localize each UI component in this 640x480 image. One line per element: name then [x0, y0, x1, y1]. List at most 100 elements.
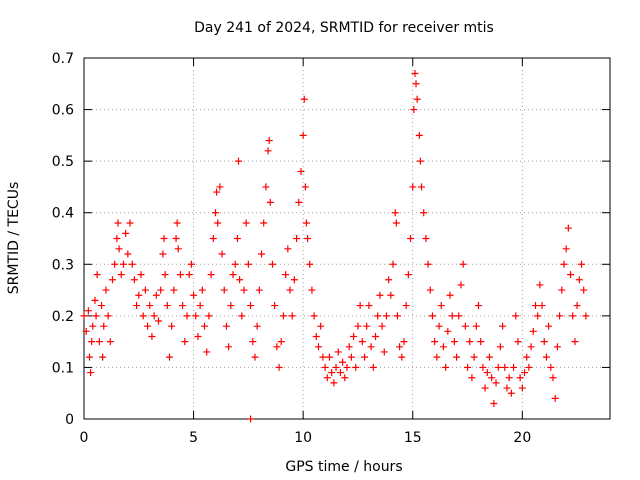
data-point: [418, 183, 426, 191]
data-point: [424, 260, 432, 268]
data-point: [485, 353, 493, 361]
axis-ticks: 0 0.1 0.2 0.3 0.4 0.5 0.6 0.7 0 5 10 15 20: [52, 51, 610, 446]
data-point: [165, 353, 173, 361]
data-point: [336, 369, 344, 377]
data-point: [130, 276, 138, 284]
data-point: [293, 235, 301, 242]
data-point: [161, 271, 169, 279]
data-point: [253, 322, 261, 330]
data-point: [181, 338, 189, 346]
data-point: [328, 369, 336, 377]
data-point: [510, 363, 518, 371]
data-point: [144, 322, 152, 330]
data-point: [468, 374, 476, 382]
data-point: [385, 276, 393, 284]
data-point: [531, 302, 539, 310]
data-point: [88, 338, 96, 346]
data-point: [549, 374, 557, 382]
data-point: [431, 338, 439, 346]
data-point: [538, 302, 546, 310]
data-point: [93, 271, 101, 279]
chart-title: Day 241 of 2024, SRMTID for receiver mti…: [194, 20, 494, 36]
data-point: [95, 338, 103, 346]
data-point: [571, 338, 579, 346]
data-point: [251, 353, 259, 361]
data-point: [170, 286, 178, 294]
y-tick-label: 0.2: [52, 309, 74, 325]
data-point: [378, 322, 386, 330]
data-point: [391, 209, 399, 217]
data-point: [114, 219, 122, 227]
data-point: [567, 271, 575, 279]
data-point: [426, 286, 434, 294]
data-point: [459, 260, 467, 268]
data-point: [582, 312, 590, 320]
data-point: [352, 363, 360, 371]
data-point: [279, 312, 287, 320]
data-point: [212, 209, 219, 217]
data-point: [457, 281, 465, 289]
data-point: [560, 260, 568, 268]
data-point: [80, 312, 88, 320]
data-point: [428, 312, 436, 320]
data-point: [400, 338, 408, 346]
data-point: [461, 322, 469, 330]
data-point: [477, 338, 485, 346]
x-tick-label: 5: [189, 430, 198, 446]
data-point: [411, 69, 419, 77]
data-point: [225, 343, 233, 351]
data-point: [312, 332, 320, 340]
data-point: [306, 260, 314, 268]
data-point: [380, 348, 388, 356]
data-point: [160, 235, 168, 242]
data-point: [304, 235, 312, 242]
data-point: [137, 271, 145, 279]
data-point: [213, 188, 221, 196]
data-point: [231, 260, 239, 268]
data-point: [407, 235, 415, 242]
data-point: [347, 353, 355, 361]
data-point: [286, 286, 294, 294]
data-point: [444, 327, 452, 335]
data-point: [350, 332, 358, 340]
data-point: [578, 260, 586, 268]
data-point: [157, 286, 165, 294]
data-point: [133, 302, 141, 310]
data-point: [334, 348, 342, 356]
data-point: [139, 312, 147, 320]
data-point: [523, 353, 531, 361]
data-point: [453, 353, 461, 361]
data-point: [192, 312, 200, 320]
data-point: [216, 183, 224, 191]
data-point: [323, 374, 331, 382]
data-point: [363, 322, 371, 330]
data-point: [481, 384, 489, 392]
data-point: [146, 302, 154, 310]
data-point: [464, 363, 472, 371]
data-point: [273, 343, 281, 351]
data-point: [556, 312, 564, 320]
data-point: [115, 245, 123, 253]
data-point: [483, 369, 491, 377]
data-point: [135, 291, 143, 299]
data-point: [247, 302, 255, 310]
y-tick-label: 0: [65, 412, 74, 428]
data-point: [194, 332, 202, 340]
data-point: [290, 276, 298, 284]
data-point: [301, 183, 309, 191]
data-point: [275, 363, 283, 371]
data-point: [122, 229, 130, 237]
data-point: [229, 271, 237, 279]
data-point: [218, 250, 226, 258]
data-point: [98, 302, 106, 310]
data-point: [392, 219, 400, 227]
y-axis-label: SRMTID / TECUs: [6, 182, 22, 295]
data-point: [183, 312, 191, 320]
data-point: [369, 363, 377, 371]
data-point: [503, 384, 511, 392]
data-point: [174, 245, 182, 253]
data-point: [198, 286, 206, 294]
plot-frame: [83, 57, 611, 420]
data-point: [87, 369, 95, 377]
